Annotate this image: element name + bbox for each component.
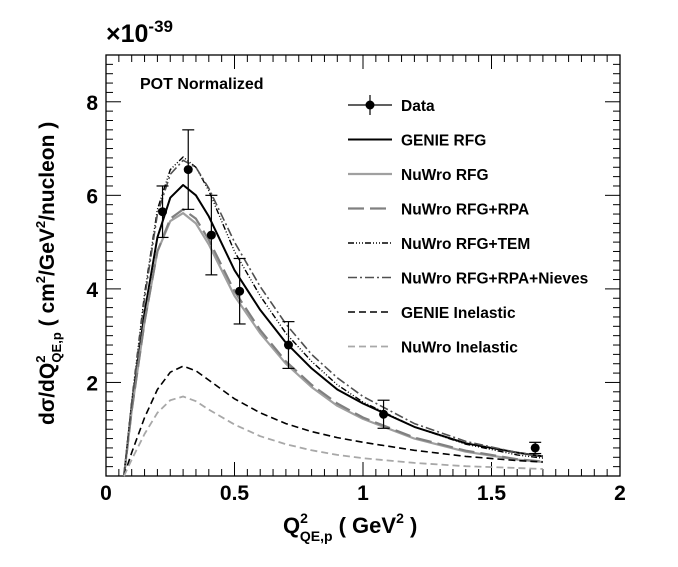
legend: Data GENIE RFG NuWro RFG NuWro RFG+RPA NuWro… (348, 95, 588, 357)
y-tick-label: 6 (86, 185, 98, 208)
legend-label-genie-inelastic: GENIE Inelastic (401, 305, 516, 322)
pot-normalized-annotation: POT Normalized (140, 76, 264, 93)
series-line-genie-rfg (123, 184, 544, 477)
legend-label-nuwro-rfg-tem: NuWro RFG+TEM (401, 236, 530, 253)
data-point (235, 286, 245, 296)
y-tick-label: 4 (86, 279, 98, 302)
x-axis-label: Q2 QE,p( GeV2 ) (283, 510, 417, 544)
x-tick-label: 2 (614, 482, 626, 505)
x-tick-label: 0.5 (220, 482, 250, 505)
legend-swatch-data-marker (365, 100, 375, 110)
data-point (183, 165, 193, 175)
y-tick-label: 2 (86, 372, 98, 395)
axis-ticks: 0 0.5 1 1.5 2 2 4 6 8 (86, 54, 626, 505)
series-line-nuwro-rfg-tem (123, 156, 543, 477)
series-line-genie-inelastic (123, 365, 543, 477)
y-exponent-label: ×10-39 (106, 17, 173, 48)
legend-label-genie-rfg: GENIE RFG (401, 133, 486, 150)
y-axis-label: dσ/dQ2QE,p ( cm2/GeV2/nucleon ) (33, 122, 64, 425)
series-line-nuwro-rfg-rpa (122, 208, 543, 477)
x-tick-label: 1.5 (477, 482, 507, 505)
legend-label-data: Data (401, 98, 435, 115)
data-point (158, 207, 168, 217)
data-point (206, 230, 216, 240)
series-line-nuwro-rfg-rpa-nieves (123, 159, 544, 477)
x-tick-label: 0 (100, 482, 112, 505)
y-tick-label: 8 (86, 92, 98, 115)
data-point (379, 409, 389, 419)
legend-label-nuwro-rfg-rpa: NuWro RFG+RPA (401, 202, 529, 219)
x-tick-label: 1 (357, 482, 369, 505)
plot-frame (105, 54, 621, 477)
legend-label-nuwro-rfg-rpa-nieves: NuWro RFG+RPA+Nieves (401, 271, 588, 288)
data-point (530, 443, 540, 453)
data-point (283, 340, 293, 350)
data-points (156, 129, 542, 455)
legend-label-nuwro-inelastic: NuWro Inelastic (401, 340, 518, 357)
model-curves (122, 156, 544, 477)
series-line-nuwro-inelastic (123, 395, 543, 477)
legend-label-nuwro-rfg: NuWro RFG (401, 167, 489, 184)
